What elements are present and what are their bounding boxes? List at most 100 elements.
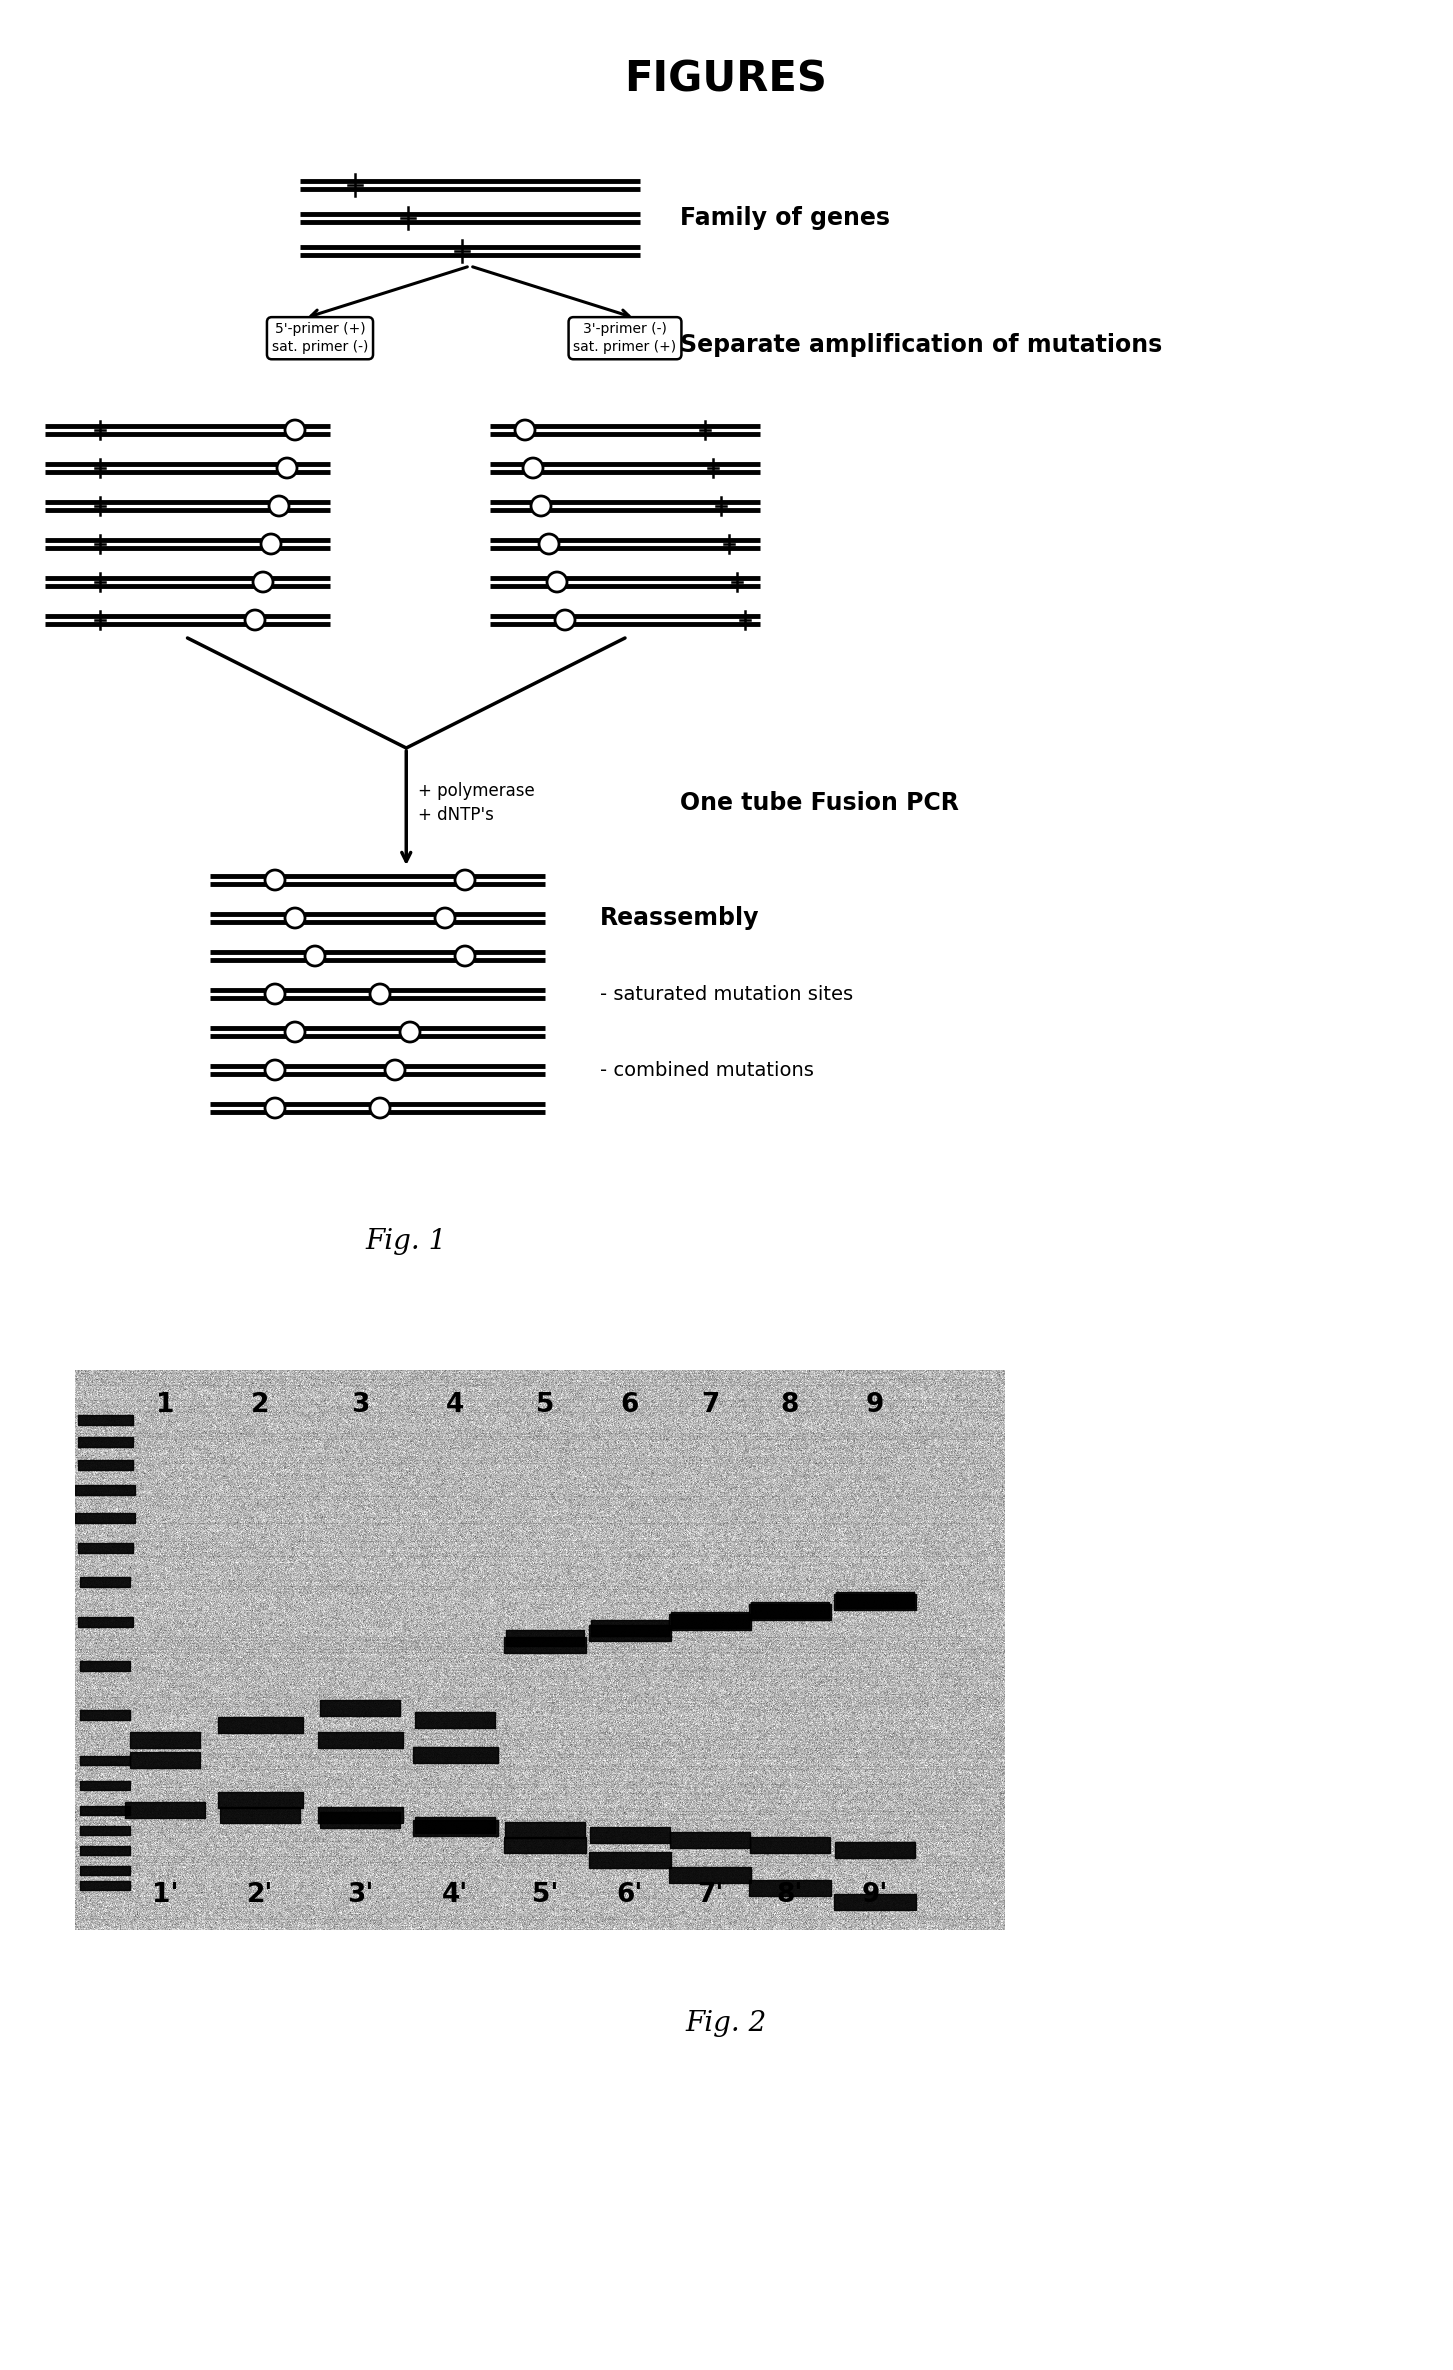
Bar bbox=[80, 1879, 129, 1889]
Bar bbox=[77, 1460, 132, 1469]
Text: + polymerase
+ dNTP's: + polymerase + dNTP's bbox=[418, 782, 535, 825]
Circle shape bbox=[385, 1059, 405, 1081]
Circle shape bbox=[264, 1059, 285, 1081]
Bar bbox=[320, 1813, 400, 1827]
Circle shape bbox=[455, 870, 475, 891]
Bar bbox=[76, 1512, 135, 1524]
Text: - combined mutations: - combined mutations bbox=[600, 1059, 814, 1078]
Bar bbox=[218, 1716, 302, 1732]
Text: One tube Fusion PCR: One tube Fusion PCR bbox=[680, 792, 959, 815]
Text: 8': 8' bbox=[777, 1882, 804, 1908]
Text: 5: 5 bbox=[536, 1391, 554, 1417]
Circle shape bbox=[285, 1021, 305, 1043]
Bar bbox=[416, 1818, 495, 1832]
Circle shape bbox=[400, 1021, 420, 1043]
Text: 4: 4 bbox=[446, 1391, 464, 1417]
Bar bbox=[80, 1865, 129, 1875]
Text: 2: 2 bbox=[251, 1391, 269, 1417]
Bar bbox=[748, 1879, 831, 1896]
Text: Reassembly: Reassembly bbox=[600, 905, 760, 929]
Bar bbox=[77, 1436, 132, 1448]
Bar bbox=[129, 1751, 201, 1768]
Circle shape bbox=[264, 984, 285, 1005]
Circle shape bbox=[539, 533, 559, 555]
Bar bbox=[834, 1894, 915, 1910]
Bar bbox=[591, 1621, 668, 1635]
Text: 7': 7' bbox=[697, 1882, 724, 1908]
Bar bbox=[80, 1846, 129, 1853]
Text: 3: 3 bbox=[350, 1391, 369, 1417]
Bar bbox=[80, 1576, 129, 1588]
Text: 3'-primer (-)
sat. primer (+): 3'-primer (-) sat. primer (+) bbox=[574, 322, 677, 356]
Text: Family of genes: Family of genes bbox=[680, 206, 891, 230]
Bar bbox=[80, 1661, 129, 1671]
Bar bbox=[80, 1711, 129, 1721]
Bar bbox=[80, 1756, 129, 1766]
Circle shape bbox=[262, 533, 280, 555]
Text: - saturated mutation sites: - saturated mutation sites bbox=[600, 984, 853, 1003]
Bar bbox=[413, 1747, 497, 1763]
Bar bbox=[835, 1841, 915, 1858]
Circle shape bbox=[278, 457, 296, 479]
Bar bbox=[588, 1626, 671, 1640]
Text: Fig. 1: Fig. 1 bbox=[366, 1228, 448, 1256]
Circle shape bbox=[514, 419, 535, 441]
Circle shape bbox=[530, 495, 551, 517]
Circle shape bbox=[546, 571, 567, 592]
Text: 6: 6 bbox=[620, 1391, 639, 1417]
Circle shape bbox=[455, 946, 475, 967]
Text: 1': 1' bbox=[151, 1882, 179, 1908]
Text: 5': 5' bbox=[532, 1882, 558, 1908]
Circle shape bbox=[371, 984, 389, 1005]
Circle shape bbox=[285, 419, 305, 441]
Text: Fig. 2: Fig. 2 bbox=[686, 2010, 767, 2036]
Bar bbox=[751, 1602, 830, 1619]
Bar bbox=[80, 1825, 129, 1834]
Bar bbox=[76, 1486, 135, 1495]
Circle shape bbox=[269, 495, 289, 517]
Text: 8: 8 bbox=[780, 1391, 799, 1417]
Bar bbox=[834, 1595, 915, 1609]
Circle shape bbox=[434, 908, 455, 929]
Bar bbox=[413, 1820, 497, 1837]
Circle shape bbox=[246, 609, 264, 630]
Bar bbox=[80, 1780, 129, 1789]
Circle shape bbox=[253, 571, 273, 592]
Circle shape bbox=[264, 870, 285, 891]
Bar bbox=[748, 1604, 831, 1621]
Bar bbox=[588, 1851, 671, 1868]
Bar bbox=[219, 1806, 299, 1823]
Bar bbox=[590, 1827, 670, 1844]
Bar bbox=[77, 1415, 132, 1424]
Bar bbox=[671, 1612, 748, 1628]
Text: 9: 9 bbox=[866, 1391, 885, 1417]
Text: 9': 9' bbox=[862, 1882, 888, 1908]
Circle shape bbox=[305, 946, 325, 967]
Circle shape bbox=[285, 908, 305, 929]
Bar bbox=[318, 1732, 402, 1749]
Text: Separate amplification of mutations: Separate amplification of mutations bbox=[680, 334, 1162, 358]
Text: 3': 3' bbox=[347, 1882, 373, 1908]
Circle shape bbox=[264, 1097, 285, 1119]
Bar bbox=[80, 1806, 129, 1815]
Bar bbox=[506, 1631, 584, 1647]
Circle shape bbox=[555, 609, 575, 630]
Text: 2': 2' bbox=[247, 1882, 273, 1908]
Circle shape bbox=[371, 1097, 389, 1119]
Bar bbox=[416, 1711, 495, 1728]
Bar bbox=[218, 1792, 302, 1808]
Bar bbox=[318, 1806, 402, 1823]
Text: 7: 7 bbox=[700, 1391, 719, 1417]
Bar bbox=[670, 1832, 750, 1849]
Bar bbox=[750, 1837, 830, 1853]
Bar bbox=[77, 1543, 132, 1552]
Bar bbox=[125, 1801, 205, 1818]
Bar bbox=[668, 1868, 751, 1884]
Circle shape bbox=[523, 457, 543, 479]
Text: 6': 6' bbox=[618, 1882, 644, 1908]
Bar bbox=[504, 1638, 586, 1652]
Bar bbox=[835, 1593, 914, 1607]
Bar bbox=[129, 1732, 201, 1749]
Text: 4': 4' bbox=[442, 1882, 468, 1908]
Bar bbox=[504, 1837, 586, 1853]
